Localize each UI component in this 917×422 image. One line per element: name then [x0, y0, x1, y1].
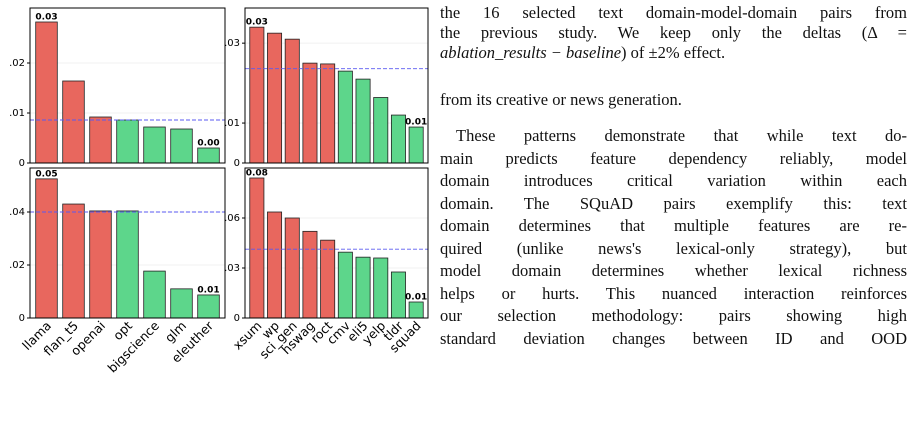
bar — [170, 128, 193, 164]
x-tick-label: bigscience — [105, 318, 163, 376]
bar — [143, 126, 166, 164]
text-line: domain. The SQuAD pairs exemplify this: … — [440, 194, 907, 214]
text-line: main predicts feature dependency reliabl… — [440, 149, 907, 169]
value-label: 0.05 — [35, 169, 57, 179]
value-label: 0.01 — [405, 118, 427, 128]
value-label: 0.03 — [35, 13, 57, 23]
y-tick-label: 0 — [19, 158, 25, 169]
value-label: 0.01 — [197, 285, 219, 295]
text-line: ablation_results − baseline) of ±2% effe… — [440, 43, 907, 63]
text-line: from its creative or news generation. — [440, 90, 907, 110]
text-line: the previous study. We keep only the del… — [440, 23, 907, 43]
bar — [267, 32, 283, 164]
bar — [320, 239, 336, 319]
y-tick-label: .03 — [224, 38, 240, 49]
bar — [355, 78, 371, 164]
bar — [116, 119, 139, 164]
y-tick-label: .01 — [224, 118, 240, 129]
bar — [89, 210, 112, 319]
bar — [116, 210, 139, 319]
bar — [408, 301, 424, 319]
text-span: main predicts feature dependency reliabl… — [440, 148, 907, 168]
bar — [302, 230, 318, 319]
value-label: 0.00 — [197, 139, 219, 149]
axes-frame — [29, 167, 226, 319]
bar — [143, 270, 166, 319]
y-tick-label: 0 — [19, 313, 25, 324]
axes-frame — [244, 167, 429, 319]
bar — [390, 114, 406, 164]
bar — [267, 211, 283, 319]
bar — [284, 217, 300, 319]
text-line: These patterns demonstrate that while te… — [440, 126, 907, 146]
bar — [408, 126, 424, 164]
bar — [35, 178, 58, 319]
y-tick-label: 0 — [234, 158, 240, 169]
y-tick-label: .01 — [9, 108, 25, 119]
axes-frame — [244, 7, 429, 164]
bar — [373, 257, 389, 319]
bar — [355, 256, 371, 319]
bar — [62, 80, 85, 164]
text-span: ) of ±2% effect. — [621, 43, 726, 62]
bar — [390, 271, 406, 319]
text-line: the 16 selected text domain-model-domain… — [440, 3, 907, 23]
bar — [337, 251, 353, 319]
text-span: domain. The SQuAD pairs exemplify this: … — [440, 193, 907, 213]
text-span: helps or hurts. This nuanced interaction… — [440, 283, 907, 303]
text-line: helps or hurts. This nuanced interaction… — [440, 284, 907, 304]
text-line: domain introduces critical variation wit… — [440, 171, 907, 191]
axes-frame — [29, 7, 226, 164]
bar — [373, 97, 389, 164]
text-span: from its creative or news generation. — [440, 90, 682, 109]
text-line: model domain determines whether lexical … — [440, 261, 907, 281]
bar — [62, 203, 85, 319]
text-span: the 16 selected text domain-model-domain… — [440, 3, 907, 22]
y-tick-label: .03 — [224, 263, 240, 274]
y-tick-label: .06 — [224, 213, 240, 224]
value-label: 0.08 — [246, 169, 268, 179]
figure: 0.01.020.030.000.01.030.030.010.02.040.0… — [9, 7, 429, 376]
text-span: standard deviation changes between ID an… — [440, 328, 907, 348]
text-span: These patterns demonstrate that while te… — [456, 126, 907, 145]
bar — [337, 70, 353, 164]
y-tick-label: .04 — [9, 207, 25, 218]
bar — [89, 116, 112, 164]
bar — [320, 63, 336, 164]
bar — [302, 62, 318, 164]
text-span: model domain determines whether lexical … — [440, 261, 907, 280]
text-line: our selection methodology: pairs showing… — [440, 306, 907, 326]
bar — [197, 294, 220, 319]
y-tick-label: .02 — [9, 260, 25, 271]
bar — [170, 288, 193, 319]
bar — [249, 177, 265, 319]
bar — [284, 38, 300, 164]
text-span: domain determines that multiple features… — [440, 216, 907, 235]
bar — [35, 21, 58, 164]
text-span: the previous study. We keep only the del… — [440, 23, 907, 42]
bar — [249, 26, 265, 164]
y-tick-label: 0 — [234, 313, 240, 324]
text-span: ablation_results − baseline — [440, 43, 622, 62]
text-line: standard deviation changes between ID an… — [440, 329, 907, 349]
text-line: domain determines that multiple features… — [440, 216, 907, 236]
text-line: quired (unlike news's lexical-only strat… — [440, 239, 907, 259]
value-label: 0.03 — [246, 18, 268, 28]
text-span: quired (unlike news's lexical-only strat… — [440, 238, 907, 258]
value-label: 0.01 — [405, 293, 427, 303]
y-tick-label: .02 — [9, 58, 25, 69]
bar — [197, 147, 220, 164]
text-span: domain introduces critical variation wit… — [440, 171, 907, 190]
text-span: our selection methodology: pairs showing… — [440, 306, 907, 325]
